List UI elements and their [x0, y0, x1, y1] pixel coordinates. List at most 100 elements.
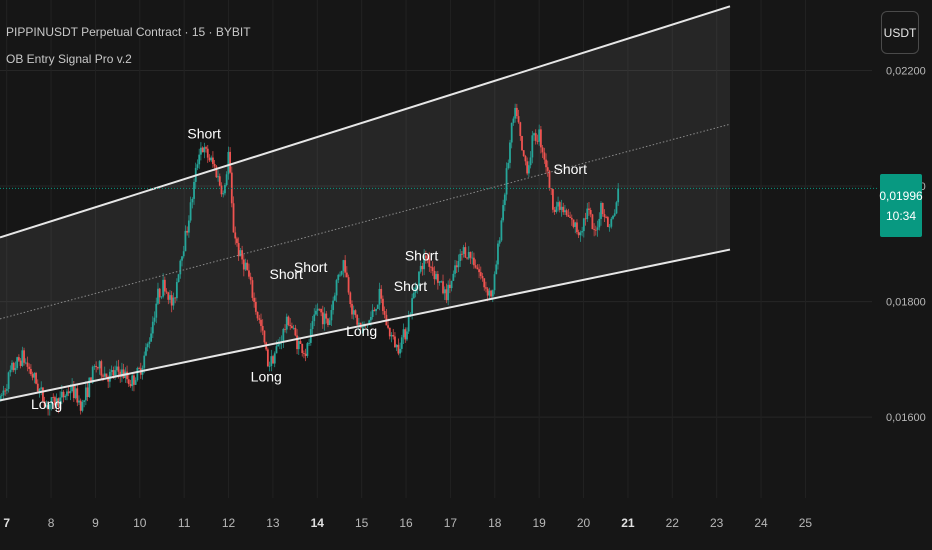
candle-body	[24, 362, 27, 364]
candle-body	[524, 156, 527, 162]
candle-body	[275, 346, 278, 354]
candle-body	[16, 357, 19, 368]
candle-body	[177, 274, 180, 283]
candle-body	[461, 253, 463, 255]
candle-body	[91, 366, 94, 383]
candle-body	[507, 162, 510, 169]
candle-body	[23, 350, 25, 363]
candle-body	[416, 285, 419, 288]
candle-body	[304, 353, 307, 356]
candle-body	[553, 209, 556, 212]
candle-body	[502, 205, 505, 221]
time-axis[interactable]: 7 8 9 10 11 12 13 14 15 16 17 18 19 20 21 22 23 24 25	[3, 516, 812, 530]
candle-body	[96, 367, 99, 369]
candle-body	[400, 337, 403, 349]
candle-body	[296, 335, 298, 350]
candle-body	[548, 170, 551, 189]
candle-body	[428, 258, 431, 267]
candle-body	[433, 270, 436, 280]
candle-body	[163, 279, 166, 292]
candle-body	[562, 206, 565, 213]
candle-body	[371, 309, 374, 318]
candle-body	[261, 325, 264, 331]
candle-body	[457, 260, 460, 268]
candle-body	[550, 188, 553, 190]
candle-body	[325, 313, 328, 319]
candle-body	[256, 311, 259, 319]
candle-body	[584, 218, 587, 220]
candle-body	[45, 405, 48, 407]
candle-body	[160, 296, 163, 298]
candle-body	[55, 398, 58, 406]
candle-body	[258, 318, 261, 320]
candle-body	[93, 365, 96, 367]
candle-body	[509, 142, 511, 163]
candle-body	[390, 334, 393, 337]
x-tick-label: 8	[48, 516, 55, 530]
candle-body	[488, 290, 491, 296]
candle-body	[594, 229, 597, 231]
candle-body	[119, 371, 122, 377]
candle-body	[423, 255, 426, 270]
candle-body	[557, 202, 559, 207]
candle-body	[452, 273, 455, 281]
candle-body	[552, 189, 554, 210]
candle-body	[21, 350, 24, 366]
candle-body	[40, 387, 43, 389]
candle-body	[133, 375, 135, 385]
candle-body	[291, 326, 293, 329]
candle-body	[2, 390, 5, 396]
candle-body	[136, 367, 139, 381]
candle-body	[122, 369, 125, 378]
candle-body	[479, 272, 482, 277]
candle-body	[72, 384, 75, 399]
candle-body	[174, 297, 177, 299]
candle-body	[576, 222, 578, 233]
candle-body	[234, 232, 237, 239]
candle-body	[394, 336, 396, 348]
candles	[0, 103, 620, 416]
candle-body	[236, 238, 238, 244]
candle-body	[608, 226, 611, 228]
candle-body	[268, 365, 271, 367]
candle-body	[522, 150, 525, 157]
candle-body	[586, 208, 589, 220]
candle-body	[339, 274, 341, 276]
candle-body	[193, 181, 195, 199]
candle-body	[187, 220, 190, 233]
candle-body	[244, 262, 247, 270]
candle-body	[306, 343, 309, 356]
candle-body	[48, 404, 51, 410]
symbol-title[interactable]: PIPPINUSDT Perpetual Contract · 15 · BYB…	[6, 25, 251, 39]
candle-body	[395, 344, 398, 348]
candle-body	[30, 368, 32, 375]
candle-body	[450, 280, 453, 289]
candle-body	[222, 193, 225, 195]
candle-body	[0, 395, 1, 401]
candle-body	[7, 372, 10, 389]
candle-body	[478, 269, 480, 273]
candle-body	[510, 122, 513, 143]
candle-body	[345, 272, 348, 278]
candle-body	[318, 308, 321, 310]
candle-body	[424, 255, 427, 259]
candle-body	[521, 135, 523, 151]
currency-button[interactable]: USDT	[881, 11, 919, 54]
candle-body	[574, 222, 577, 227]
indicator-title[interactable]: OB Entry Signal Pro v.2	[6, 52, 132, 66]
candle-body	[198, 154, 201, 165]
candle-body	[316, 308, 319, 311]
candle-body	[213, 163, 216, 167]
candle-body	[260, 319, 262, 326]
candle-body	[407, 316, 410, 332]
candle-body	[505, 168, 508, 195]
candle-body	[332, 300, 335, 311]
x-tick-label: 17	[444, 516, 458, 530]
candle-body	[273, 353, 276, 364]
x-tick-label: 18	[488, 516, 502, 530]
candle-body	[263, 330, 266, 343]
candle-body	[86, 387, 89, 398]
candle-body	[5, 388, 8, 391]
